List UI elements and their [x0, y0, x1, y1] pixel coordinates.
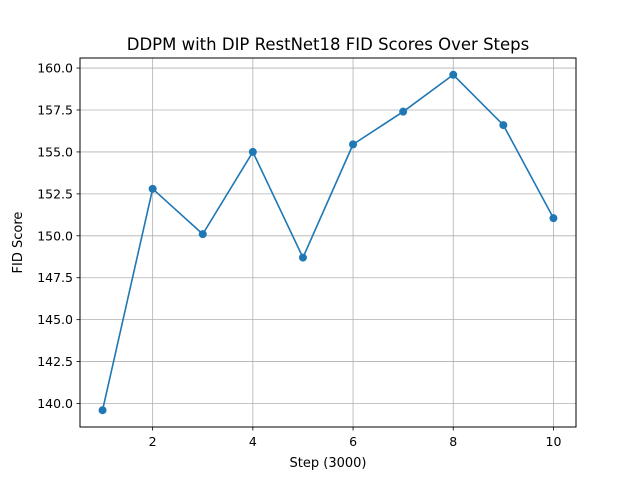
x-tick-label: 2 [149, 434, 157, 449]
data-point [148, 184, 157, 193]
data-point [399, 107, 408, 116]
y-tick-label: 147.5 [37, 270, 73, 285]
y-tick-label: 150.0 [37, 228, 73, 243]
y-tick-label: 140.0 [37, 396, 73, 411]
y-tick-label: 157.5 [37, 102, 73, 117]
x-axis-label: Step (3000) [290, 456, 367, 471]
y-axis-label: FID Score [11, 212, 26, 274]
y-tick-label: 160.0 [37, 61, 73, 76]
data-point [298, 253, 307, 262]
y-tick-label: 155.0 [37, 144, 73, 159]
grid-layer [80, 58, 576, 427]
data-point [449, 70, 458, 79]
data-point [248, 147, 257, 156]
x-tick-label: 4 [249, 434, 257, 449]
tick-layer: 2 4 6 8 10 140.0 142.5 145.0 147.5 150.0 152.5 155.… [37, 61, 561, 449]
y-tick-label: 145.0 [37, 312, 73, 327]
data-point [98, 406, 107, 415]
x-tick-label: 10 [546, 434, 562, 449]
y-tick-label: 152.5 [37, 186, 73, 201]
data-point [349, 140, 358, 149]
data-point [549, 214, 558, 223]
data-point [198, 230, 207, 239]
plot-frame [79, 57, 577, 428]
y-tick-label: 142.5 [37, 354, 73, 369]
chart-title: DDPM with DIP RestNet18 FID Scores Over … [127, 35, 529, 54]
series-layer [98, 70, 558, 415]
x-tick-label: 6 [349, 434, 357, 449]
series-line [101, 73, 555, 411]
data-point [499, 121, 508, 130]
x-tick-label: 8 [449, 434, 457, 449]
